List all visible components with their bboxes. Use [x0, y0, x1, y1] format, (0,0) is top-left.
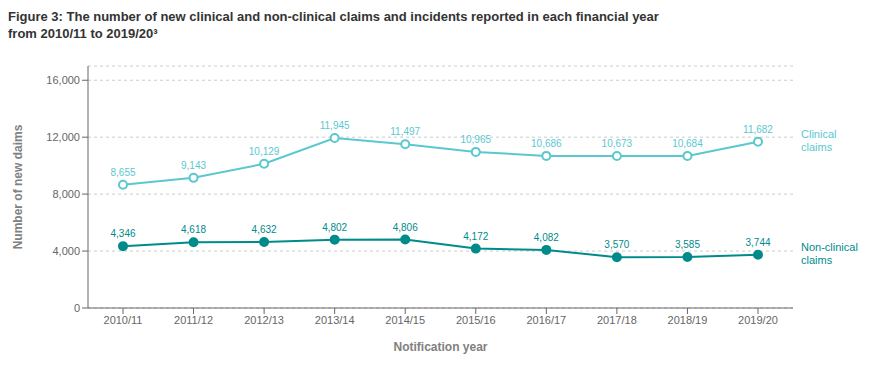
svg-text:Notification year: Notification year — [393, 340, 487, 354]
svg-text:Number of new daims: Number of new daims — [11, 124, 25, 249]
svg-text:2017/18: 2017/18 — [597, 314, 637, 326]
svg-text:4,632: 4,632 — [252, 224, 277, 235]
svg-text:4,618: 4,618 — [181, 224, 206, 235]
svg-text:2013/14: 2013/14 — [315, 314, 355, 326]
svg-text:0: 0 — [74, 302, 80, 314]
html-text:from 2010/11 to 2019/20³: from 2010/11 to 2019/20³ — [8, 26, 158, 41]
html-text:Figure 3: The number of new cl: Figure 3: The number of new clinical and… — [8, 9, 659, 24]
svg-text:8,000: 8,000 — [52, 188, 80, 200]
svg-text:4,172: 4,172 — [463, 231, 488, 242]
svg-text:2014/15: 2014/15 — [385, 314, 425, 326]
svg-text:4,346: 4,346 — [110, 228, 135, 239]
svg-text:10,965: 10,965 — [460, 134, 491, 145]
svg-text:10,686: 10,686 — [531, 138, 562, 149]
svg-text:3,744: 3,744 — [745, 237, 770, 248]
svg-text:2015/16: 2015/16 — [456, 314, 496, 326]
svg-text:10,673: 10,673 — [602, 138, 633, 149]
svg-text:2018/19: 2018/19 — [668, 314, 708, 326]
svg-text:4,802: 4,802 — [322, 222, 347, 233]
svg-text:16,000: 16,000 — [46, 74, 80, 86]
svg-text:2012/13: 2012/13 — [244, 314, 284, 326]
svg-text:2019/20: 2019/20 — [738, 314, 778, 326]
svg-text:3,585: 3,585 — [675, 239, 700, 250]
svg-text:2010/11: 2010/11 — [104, 314, 143, 326]
svg-text:3,570: 3,570 — [604, 239, 629, 250]
svg-text:Clinicalclaims: Clinicalclaims — [801, 128, 836, 153]
svg-text:4,000: 4,000 — [52, 245, 80, 257]
svg-text:Non-clinicalclaims: Non-clinicalclaims — [801, 241, 858, 266]
svg-text:12,000: 12,000 — [46, 131, 80, 143]
svg-text:9,143: 9,143 — [181, 160, 206, 171]
svg-text:10,129: 10,129 — [249, 146, 280, 157]
svg-text:11,497: 11,497 — [390, 126, 420, 137]
svg-text:2011/12: 2011/12 — [174, 314, 213, 326]
svg-text:2016/17: 2016/17 — [526, 314, 566, 326]
svg-text:10,684: 10,684 — [672, 138, 703, 149]
svg-text:8,655: 8,655 — [110, 167, 135, 178]
svg-text:4,806: 4,806 — [393, 222, 418, 233]
svg-text:4,082: 4,082 — [534, 232, 559, 243]
svg-text:11,945: 11,945 — [320, 120, 350, 131]
svg-text:11,682: 11,682 — [743, 124, 773, 135]
